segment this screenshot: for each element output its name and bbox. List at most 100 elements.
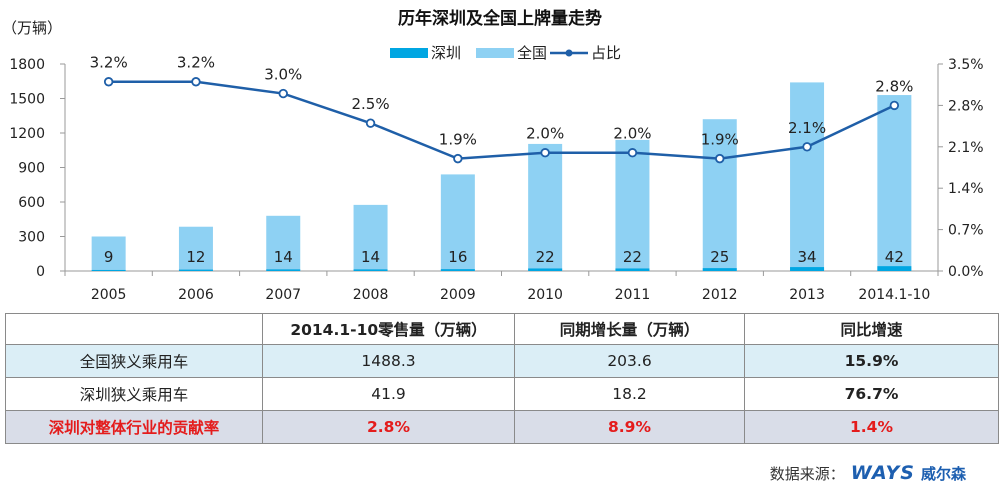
y2-tick-label: 2.1%	[948, 140, 984, 156]
legend-label-ratio: 占比	[591, 44, 621, 62]
table-header-blank	[5, 313, 263, 345]
y-tick-label: 0	[36, 264, 45, 280]
data-table: 2014.1-10零售量（万辆） 同期增长量（万辆） 同比增速 全国狭义乘用车 …	[5, 313, 999, 444]
x-tick-label: 2008	[353, 287, 389, 303]
ratio-point	[103, 77, 114, 87]
bar-shenzhen	[91, 269, 126, 271]
y2-tick-label: 1.4%	[948, 181, 984, 197]
chart-title: 历年深圳及全国上牌量走势	[398, 8, 602, 29]
cell-rate: 1.4%	[744, 410, 999, 444]
y2-tick-label: 0.7%	[948, 223, 984, 239]
ratio-point	[540, 148, 550, 158]
bar-national	[790, 82, 825, 272]
ratio-value-label: 3.2%	[90, 54, 128, 72]
y2-tick-label: 0.0%	[948, 264, 984, 280]
ratio-value-label: 2.1%	[788, 119, 826, 137]
bar-shenzhen	[790, 267, 825, 271]
bars: 9 12 14 14 16 22 22 25 34 42	[91, 82, 912, 272]
bar-national	[266, 215, 301, 271]
ratio-value-label: 1.9%	[701, 131, 739, 149]
y-tick-label: 1500	[9, 92, 45, 108]
cell-growth: 8.9%	[514, 410, 745, 444]
chart: 历年深圳及全国上牌量走势 （万辆） 深圳 全国 占比 0300600900120…	[2, 8, 984, 303]
bar-value-label: 34	[798, 248, 817, 266]
ratio-value-label: 1.9%	[439, 131, 477, 149]
x-tick-label: 2012	[702, 287, 738, 303]
y2-tick-label: 3.5%	[948, 57, 984, 73]
cell-retail: 2.8%	[262, 410, 515, 444]
y-tick-label: 1800	[9, 57, 45, 73]
bar-shenzhen	[178, 269, 213, 271]
y-axis-unit: （万辆）	[2, 19, 62, 37]
ratio-value-label: 2.5%	[351, 95, 389, 113]
ratio-value-label: 2.8%	[875, 77, 913, 95]
legend-label-shenzhen: 深圳	[431, 44, 461, 62]
bar-shenzhen	[266, 269, 301, 271]
y-tick-label: 1200	[9, 126, 45, 142]
bar-shenzhen	[702, 268, 737, 271]
bar-value-label: 12	[186, 248, 205, 266]
x-tick-label: 2006	[178, 287, 214, 303]
row-label: 深圳对整体行业的贡献率	[5, 410, 263, 444]
x-tick-label: 2010	[527, 287, 563, 303]
bar-value-label: 9	[104, 248, 114, 266]
ratio-line-layer: 3.2% 3.2% 3.0% 2.5% 1.9% 2.0% 2.0% 1.9% 2.1% 2.8%	[90, 54, 913, 164]
bar-national	[528, 143, 563, 271]
legend-label-national: 全国	[517, 44, 547, 62]
bar-shenzhen	[877, 266, 912, 271]
bar-value-label: 22	[623, 248, 642, 266]
y-tick-label: 300	[18, 230, 45, 246]
legend-marker-ratio	[565, 49, 573, 57]
cell-rate: 15.9%	[744, 344, 999, 378]
ratio-point	[715, 153, 725, 164]
bar-value-label: 25	[710, 248, 729, 266]
cell-retail: 1488.3	[262, 344, 515, 378]
row-label: 全国狭义乘用车	[5, 344, 263, 378]
cell-retail: 41.9	[262, 377, 515, 411]
ratio-point	[627, 148, 638, 158]
bar-value-label: 42	[885, 248, 904, 266]
bar-national	[91, 236, 126, 271]
y2-tick-label: 2.8%	[948, 98, 984, 114]
bar-value-label: 16	[448, 248, 467, 266]
ratio-value-label: 3.2%	[177, 54, 215, 72]
ratio-value-label: 2.0%	[526, 125, 564, 143]
bar-value-label: 14	[274, 248, 293, 266]
table-row: 深圳对整体行业的贡献率 2.8% 8.9% 1.4%	[5, 410, 999, 444]
bar-shenzhen	[353, 269, 388, 271]
y-tick-label: 900	[18, 161, 45, 177]
ratio-point	[802, 142, 812, 152]
x-tick-label: 2011	[615, 287, 651, 303]
ratio-line	[108, 80, 895, 160]
bar-value-label: 22	[536, 248, 555, 266]
bar-shenzhen	[615, 268, 650, 271]
bar-national	[178, 226, 213, 271]
ratio-point	[365, 118, 376, 128]
x-tick-label: 2013	[789, 287, 825, 303]
legend-swatch-shenzhen	[390, 48, 428, 58]
ratio-value-label: 3.0%	[264, 66, 302, 84]
ratio-value-label: 2.0%	[613, 125, 651, 143]
ratio-point	[453, 153, 463, 164]
cell-rate: 76.7%	[744, 377, 999, 411]
ways-logo: WAYS	[850, 462, 915, 484]
bar-shenzhen	[528, 268, 563, 271]
ratio-point	[191, 77, 201, 87]
axes: 0 300 600 900 1200 1500 1800 0.0% 0.7% 1.4% 2.1% 2.…	[9, 57, 983, 303]
source-label: 数据来源：	[769, 464, 845, 483]
y-tick-label: 600	[18, 195, 45, 211]
x-tick-label: 2014.1-10	[858, 287, 930, 303]
table-row: 全国狭义乘用车 1488.3 203.6 15.9%	[5, 344, 999, 378]
bar-national	[615, 139, 650, 271]
cell-growth: 203.6	[514, 344, 745, 378]
ways-logo-cn: 威尔森	[920, 464, 966, 483]
table-header-rate: 同比增速	[744, 313, 999, 345]
legend: 深圳 全国 占比	[390, 44, 621, 62]
x-tick-label: 2005	[91, 287, 127, 303]
bar-national	[702, 119, 737, 271]
table-header-retail: 2014.1-10零售量（万辆）	[262, 313, 515, 345]
x-tick-label: 2007	[265, 287, 301, 303]
bar-shenzhen	[440, 269, 475, 271]
x-tick-label: 2009	[440, 287, 476, 303]
table-header-row: 2014.1-10零售量（万辆） 同期增长量（万辆） 同比增速	[5, 313, 999, 345]
